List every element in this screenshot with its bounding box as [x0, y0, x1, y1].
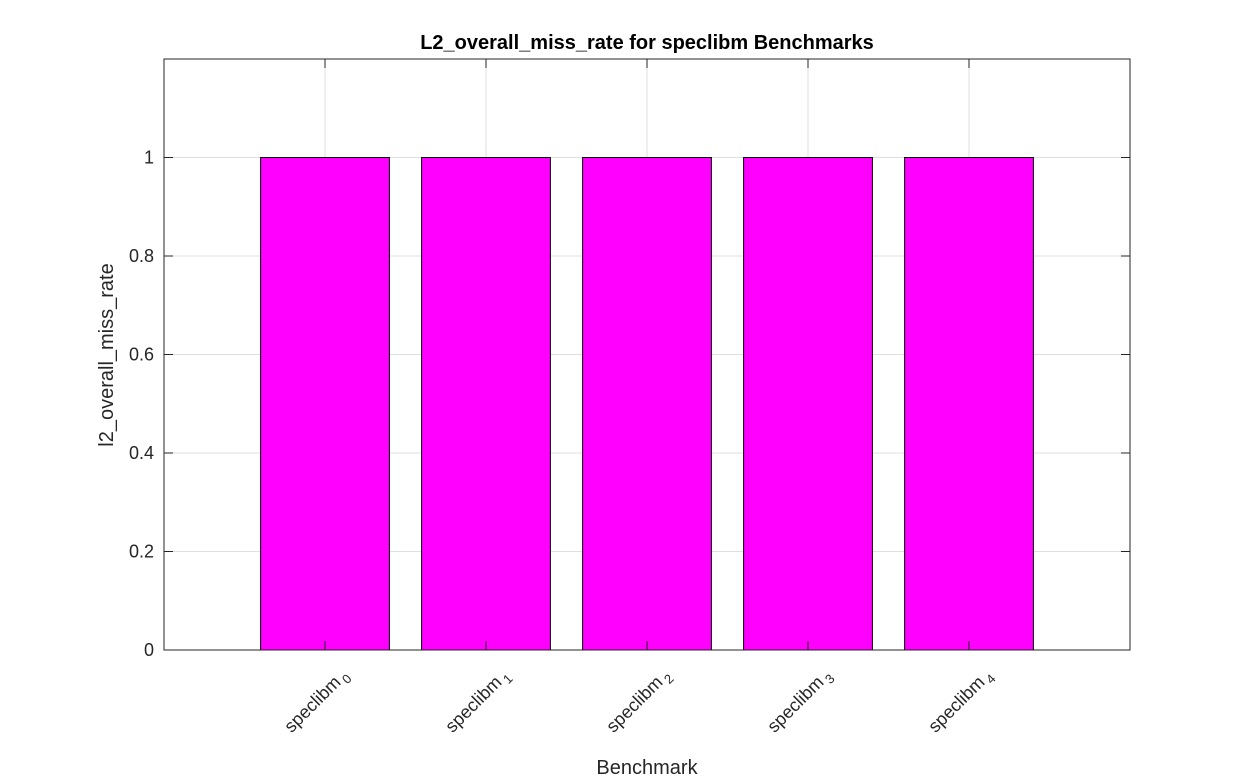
y-tick-label: 0.4 [129, 443, 154, 463]
y-tick-label: 1 [144, 148, 154, 168]
chart-title: L2_overall_miss_rate for speclibm Benchm… [420, 32, 874, 54]
bar [743, 157, 873, 651]
y-axis-label: l2_overall_miss_rate [96, 263, 118, 446]
y-tick-label: 0.8 [129, 246, 154, 266]
bar [421, 157, 551, 651]
bars [260, 157, 1034, 651]
y-tick-labels: 0 0.2 0.4 0.6 0.8 1 [129, 148, 154, 661]
tick-marks [164, 59, 1130, 651]
y-tick-label: 0.6 [129, 345, 154, 365]
bar [582, 157, 712, 651]
bar [260, 157, 390, 651]
bar [904, 157, 1034, 651]
y-tick-label: 0.2 [129, 542, 154, 562]
y-tick-label: 0 [144, 640, 154, 660]
x-axis-label: Benchmark [596, 757, 698, 779]
